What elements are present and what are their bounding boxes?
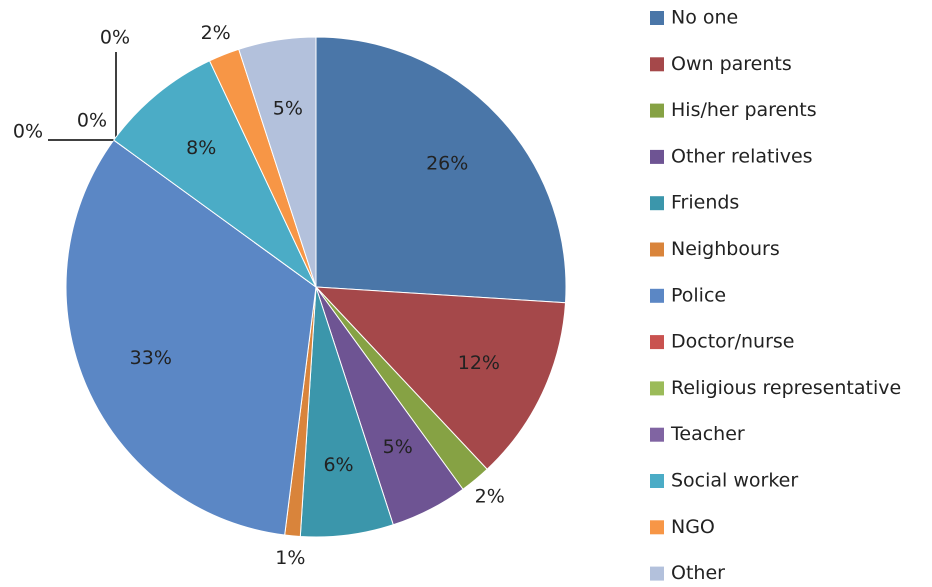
data-label: 26% [426, 152, 468, 174]
data-label: 0% [77, 110, 107, 132]
legend-label: Other relatives [671, 145, 813, 167]
legend-swatch [650, 288, 664, 303]
pie-slice [65, 139, 317, 536]
legend-swatch [650, 149, 664, 164]
pie-slice [238, 36, 317, 288]
legend-swatch [650, 427, 664, 442]
data-label: 6% [323, 454, 353, 476]
data-label: 1% [275, 547, 305, 569]
pie-slice [113, 60, 317, 288]
legend-label: NGO [671, 516, 715, 538]
data-label: 2% [475, 485, 505, 507]
data-label: 12% [458, 352, 500, 374]
data-label: 0% [100, 27, 130, 49]
legend-swatch [650, 57, 664, 72]
legend-swatch [650, 242, 664, 257]
legend-label: Friends [671, 192, 739, 214]
legend-swatch [650, 566, 664, 581]
data-label: 0% [13, 121, 43, 143]
legend-label: Social worker [671, 470, 798, 492]
legend-label: Religious representative [671, 377, 901, 399]
legend-label: No one [671, 7, 738, 29]
legend-swatch [650, 103, 664, 118]
legend-label: Teacher [670, 423, 745, 445]
legend-label: Police [671, 284, 726, 306]
pie-slice [314, 286, 567, 470]
legend-swatch [650, 474, 664, 488]
legend-label: Own parents [671, 53, 792, 75]
pie-slice [315, 36, 567, 304]
data-label: 8% [186, 137, 216, 159]
legend-swatch [650, 335, 664, 350]
data-label: 33% [130, 347, 172, 369]
data-label: 2% [201, 22, 231, 44]
legend-swatch [650, 381, 664, 396]
legend-label: Doctor/nurse [671, 331, 794, 353]
legend-label: His/her parents [671, 99, 817, 121]
legend-label: Neighbours [671, 238, 780, 260]
data-label: 5% [273, 98, 303, 120]
data-label: 5% [383, 436, 413, 458]
legend-label: Other [671, 562, 725, 584]
legend-swatch [650, 196, 664, 211]
legend-swatch [650, 520, 664, 535]
legend-swatch [650, 11, 664, 25]
